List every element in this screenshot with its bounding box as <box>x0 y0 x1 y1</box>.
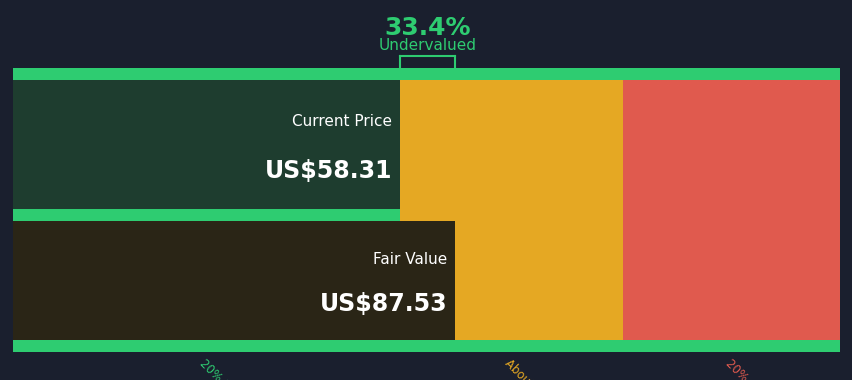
Bar <box>13 68 839 80</box>
Text: 20% Undervalued: 20% Undervalued <box>197 357 280 380</box>
Text: About Right: About Right <box>502 357 561 380</box>
Bar <box>400 68 623 352</box>
Bar <box>13 209 400 222</box>
Text: Undervalued: Undervalued <box>378 38 476 54</box>
Text: US$58.31: US$58.31 <box>264 158 392 182</box>
Bar <box>13 80 400 209</box>
Text: Current Price: Current Price <box>291 114 392 129</box>
Bar <box>13 340 839 352</box>
Bar <box>13 222 455 340</box>
Bar <box>13 68 400 352</box>
Text: 33.4%: 33.4% <box>384 16 470 40</box>
Bar <box>623 68 839 352</box>
Text: US$87.53: US$87.53 <box>320 292 447 317</box>
Text: 20% Overvalued: 20% Overvalued <box>722 357 800 380</box>
Text: Fair Value: Fair Value <box>373 252 447 267</box>
